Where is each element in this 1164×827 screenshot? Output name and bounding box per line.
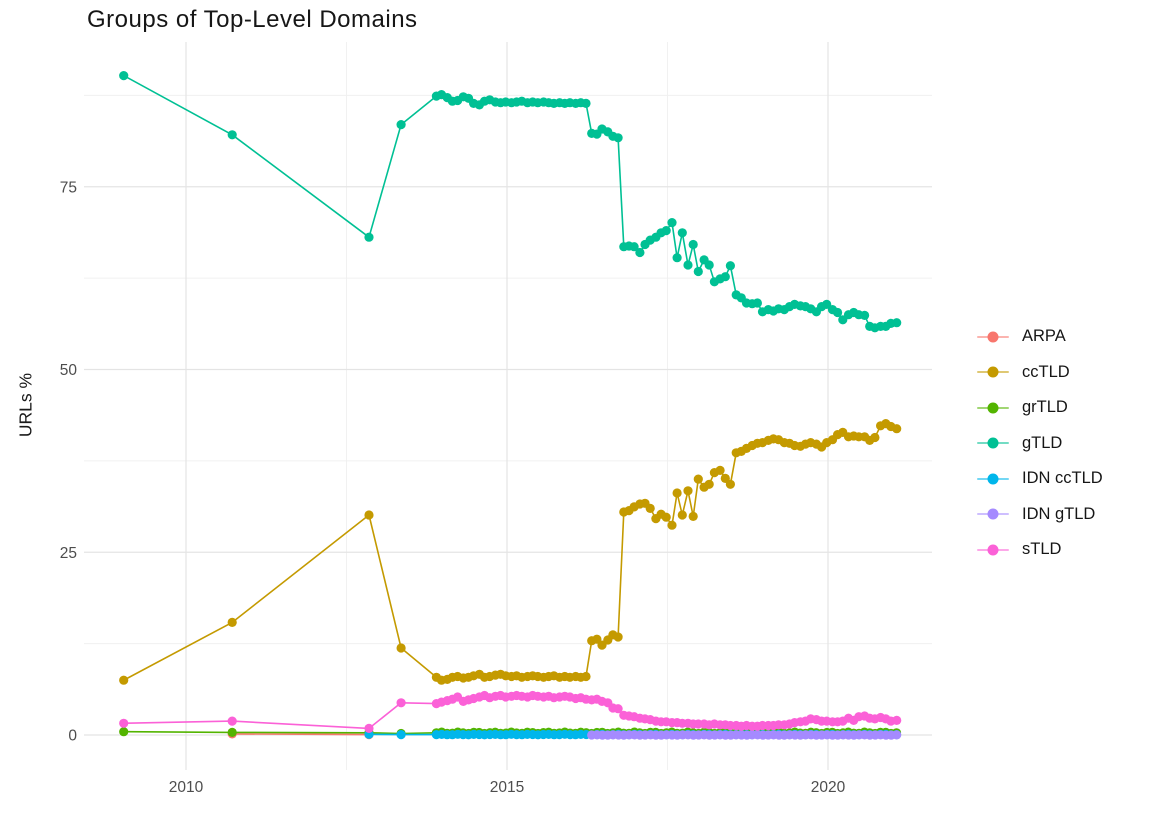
legend-item-ARPA: ARPA (977, 319, 1103, 355)
data-point (892, 424, 902, 434)
series-line (232, 733, 370, 736)
data-point (693, 266, 703, 277)
legend-label: sTLD (1022, 540, 1062, 559)
data-point (613, 704, 623, 714)
y-tick-label: 0 (68, 728, 77, 745)
x-tick-label: 2010 (169, 779, 204, 796)
data-point (364, 723, 374, 734)
data-point (396, 698, 406, 708)
chart-title: Groups of Top-Level Domains (87, 6, 418, 33)
data-point (725, 261, 736, 271)
legend-key-icon (977, 366, 1009, 378)
data-point (720, 272, 730, 282)
legend-label: ccTLD (1022, 362, 1070, 381)
data-point (119, 718, 129, 728)
data-point (613, 133, 623, 143)
data-point (683, 260, 693, 270)
legend-item-grTLD: grTLD (977, 390, 1103, 426)
legend-item-IDN-ccTLD: IDN ccTLD (977, 461, 1103, 497)
y-axis-label: URLs % (15, 372, 36, 438)
legend-key-dot (987, 366, 999, 378)
data-point (667, 218, 677, 228)
data-point (645, 503, 655, 513)
data-point (119, 727, 129, 737)
legend-key-dot (987, 473, 999, 485)
data-point (227, 130, 237, 140)
legend-key-dot (987, 331, 999, 343)
legend-key-dot (987, 402, 999, 414)
data-point (661, 226, 671, 236)
data-point (833, 307, 843, 318)
data-point (672, 488, 682, 498)
legend-key-dot (987, 508, 999, 520)
data-point (119, 675, 129, 685)
data-point (227, 727, 237, 738)
legend: ARPA ccTLD grTLD gTLD IDN ccTLD IDN gTLD sTLD (977, 319, 1103, 568)
y-tick-label: 25 (60, 545, 77, 562)
legend-label: IDN ccTLD (1022, 469, 1103, 488)
data-point (892, 715, 902, 726)
legend-key-icon (977, 473, 1009, 485)
y-tick-label: 50 (60, 362, 78, 379)
data-point (892, 318, 902, 328)
data-point (860, 310, 870, 320)
data-point (870, 432, 880, 443)
data-point (629, 242, 639, 252)
legend-key-icon (977, 331, 1009, 343)
legend-key-icon (977, 508, 1009, 520)
legend-label: gTLD (1022, 433, 1063, 452)
data-point (581, 98, 591, 108)
series-gTLD (119, 71, 902, 333)
data-point (704, 479, 714, 489)
data-point (581, 671, 591, 682)
legend-label: IDN gTLD (1022, 504, 1096, 523)
legend-key-dot (987, 544, 999, 556)
data-point (613, 632, 623, 642)
series-IDN-gTLD (587, 730, 902, 740)
data-point (683, 486, 693, 496)
data-point (688, 239, 698, 250)
series-line (123, 74, 897, 329)
legend-key-dot (987, 437, 999, 449)
data-point (364, 510, 374, 520)
legend-key-icon (977, 437, 1009, 449)
data-point (704, 260, 714, 270)
legend-item-ccTLD: ccTLD (977, 355, 1103, 391)
legend-key-icon (977, 402, 1009, 414)
y-tick-label: 75 (60, 179, 77, 196)
legend-item-IDN-gTLD: IDN gTLD (977, 497, 1103, 533)
data-point (725, 479, 736, 489)
data-point (667, 520, 677, 530)
x-tick-label: 2015 (490, 779, 524, 796)
data-point (752, 298, 763, 308)
data-point (396, 120, 406, 130)
data-point (677, 228, 687, 238)
series-ARPA (227, 729, 374, 740)
data-point (364, 232, 374, 242)
data-point (635, 247, 645, 258)
data-point (677, 510, 687, 520)
series-sTLD (119, 690, 902, 734)
legend-label: grTLD (1022, 398, 1068, 417)
series-ccTLD (119, 419, 902, 685)
data-point (688, 511, 698, 521)
legend-item-sTLD: sTLD (977, 532, 1103, 568)
data-point (119, 71, 129, 81)
data-point (227, 716, 237, 726)
data-point (227, 617, 237, 628)
data-point (396, 730, 406, 740)
legend-label: ARPA (1022, 327, 1066, 346)
data-point (672, 253, 682, 263)
data-point (661, 512, 671, 522)
legend-key-icon (977, 544, 1009, 556)
data-point (693, 474, 703, 484)
data-point (892, 730, 902, 740)
legend-item-gTLD: gTLD (977, 426, 1103, 462)
data-point (715, 465, 725, 475)
x-tick-label: 2020 (811, 779, 846, 796)
data-point (396, 643, 406, 653)
